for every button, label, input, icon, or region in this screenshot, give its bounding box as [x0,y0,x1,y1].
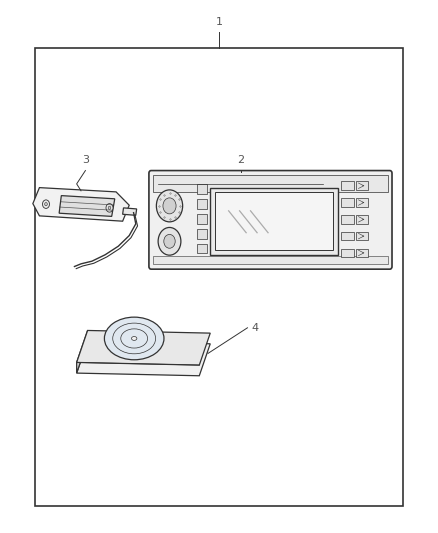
FancyBboxPatch shape [149,171,392,269]
Bar [356,232,368,240]
Circle shape [45,203,47,206]
Bar [342,181,354,190]
Text: 1: 1 [215,17,223,27]
Bar [342,232,354,240]
Circle shape [163,198,176,214]
Bar [153,175,388,192]
Polygon shape [77,330,88,373]
Circle shape [156,190,183,222]
Bar [210,188,338,255]
Ellipse shape [131,336,137,341]
Circle shape [164,235,175,248]
Text: 4: 4 [252,323,259,333]
Bar [215,192,333,250]
Text: 3: 3 [82,155,89,165]
Bar [342,248,354,257]
Polygon shape [77,330,210,365]
Bar [356,248,368,257]
Circle shape [158,228,181,255]
Circle shape [108,206,111,209]
Bar [35,48,403,506]
Ellipse shape [104,317,164,360]
Bar [197,184,207,194]
Bar [153,256,388,264]
Bar [197,244,207,254]
Polygon shape [77,341,210,376]
Bar [356,181,368,190]
Bar [356,215,368,224]
Text: 2: 2 [237,155,244,165]
Polygon shape [33,188,129,221]
Polygon shape [123,208,137,215]
Bar [197,214,207,224]
Bar [342,215,354,224]
Circle shape [42,200,49,208]
Bar [356,198,368,207]
Bar [342,198,354,207]
Bar [197,229,207,239]
Polygon shape [59,196,115,216]
Bar [197,199,207,208]
Circle shape [106,204,113,212]
